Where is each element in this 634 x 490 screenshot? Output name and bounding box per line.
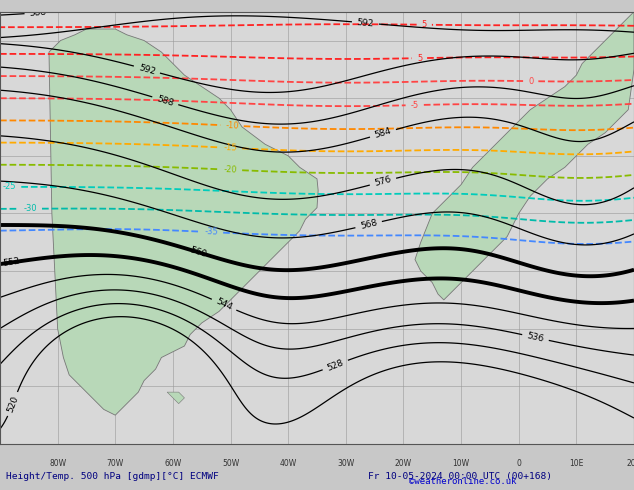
Text: 60W: 60W xyxy=(164,459,181,467)
Text: 5: 5 xyxy=(417,53,422,63)
Text: -30: -30 xyxy=(23,204,37,213)
Text: 552: 552 xyxy=(2,257,20,268)
Text: 50W: 50W xyxy=(222,459,239,467)
Text: 528: 528 xyxy=(326,358,345,372)
Text: 20E: 20E xyxy=(627,459,634,467)
Text: 30W: 30W xyxy=(337,459,354,467)
Text: 80W: 80W xyxy=(49,459,66,467)
Text: 0: 0 xyxy=(516,459,521,467)
Polygon shape xyxy=(415,12,634,300)
Text: 10E: 10E xyxy=(569,459,583,467)
Text: 0: 0 xyxy=(528,76,533,86)
Text: Fr 10-05-2024 00:00 UTC (00+168): Fr 10-05-2024 00:00 UTC (00+168) xyxy=(368,472,552,481)
Text: 588: 588 xyxy=(156,94,175,108)
Text: 592: 592 xyxy=(138,63,157,76)
Text: 568: 568 xyxy=(359,218,378,231)
Text: 584: 584 xyxy=(373,126,392,140)
Text: 592: 592 xyxy=(356,18,375,28)
Text: -10: -10 xyxy=(225,121,239,130)
Text: 10W: 10W xyxy=(453,459,470,467)
Text: ©weatheronline.co.uk: ©weatheronline.co.uk xyxy=(409,477,517,486)
Text: -20: -20 xyxy=(223,165,237,174)
Polygon shape xyxy=(49,29,318,415)
Text: Height/Temp. 500 hPa [gdmp][°C] ECMWF: Height/Temp. 500 hPa [gdmp][°C] ECMWF xyxy=(6,472,219,481)
Text: -25: -25 xyxy=(3,182,16,192)
Text: 70W: 70W xyxy=(107,459,124,467)
Text: -5: -5 xyxy=(410,100,419,110)
Text: 560: 560 xyxy=(189,245,208,259)
Text: -35: -35 xyxy=(204,227,218,237)
Text: 588: 588 xyxy=(29,7,47,18)
Text: 544: 544 xyxy=(214,297,234,313)
Polygon shape xyxy=(167,392,184,404)
Text: 40W: 40W xyxy=(280,459,297,467)
Text: 536: 536 xyxy=(526,331,545,344)
Text: 20W: 20W xyxy=(395,459,412,467)
Text: 5: 5 xyxy=(422,20,427,29)
Text: 520: 520 xyxy=(6,394,20,414)
Text: 576: 576 xyxy=(373,175,392,188)
Text: -15: -15 xyxy=(223,143,237,153)
